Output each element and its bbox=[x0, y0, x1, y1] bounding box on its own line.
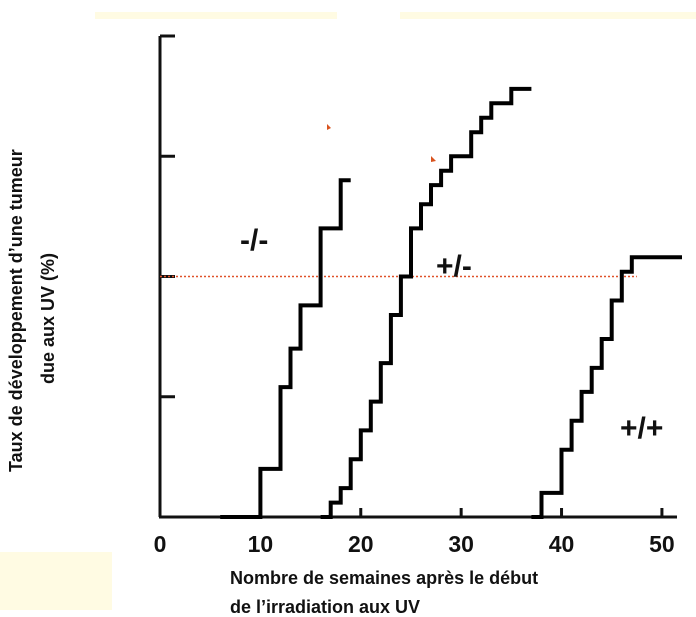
red-mark-1 bbox=[327, 124, 331, 130]
y-axis-title-line-1: Taux de développement d’une tumeur bbox=[6, 149, 26, 472]
red-mark-2 bbox=[431, 156, 436, 162]
series-line-heterozygous bbox=[320, 86, 532, 519]
series-line-wildtype bbox=[531, 255, 682, 519]
x-tick-label-5: 50 bbox=[649, 531, 675, 557]
background-artifact-top-left bbox=[95, 12, 337, 19]
series-label-wildtype: +/+ bbox=[620, 412, 663, 445]
background-artifact-bottom-left bbox=[0, 552, 112, 610]
series-line-knockout bbox=[220, 178, 351, 519]
x-tick-label-1: 10 bbox=[248, 531, 274, 557]
x-tick-label-3: 30 bbox=[448, 531, 474, 557]
x-tick-label-4: 40 bbox=[549, 531, 575, 557]
x-tick-label-2: 20 bbox=[348, 531, 374, 557]
labels-layer: -/- +/- +/+ bbox=[240, 224, 663, 445]
x-tick-label-0: 0 bbox=[154, 531, 167, 557]
series-label-heterozygous: +/- bbox=[436, 250, 472, 283]
series-layer bbox=[220, 86, 682, 519]
series-label-knockout: -/- bbox=[240, 224, 268, 257]
x-axis-title-line-2: de l’irradiation aux UV bbox=[230, 597, 420, 617]
y-axis-title-line-2: due aux UV (%) bbox=[38, 253, 58, 384]
axes: 0 10 20 30 40 50 bbox=[154, 34, 677, 557]
x-axis-title-line-1: Nombre de semaines après le début bbox=[230, 568, 538, 588]
background-artifact-top-right bbox=[400, 12, 696, 19]
